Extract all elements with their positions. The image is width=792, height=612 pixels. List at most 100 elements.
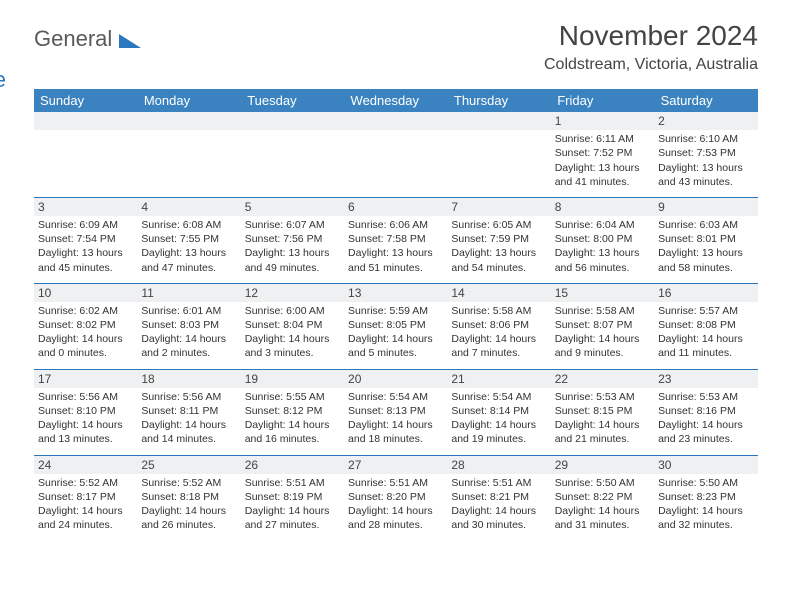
sunset-line: Sunset: 8:15 PM — [555, 404, 650, 418]
daylight-line: Daylight: 14 hours and 3 minutes. — [245, 332, 340, 360]
day-number: 29 — [555, 458, 568, 472]
day-number: 23 — [658, 372, 671, 386]
week-number-row: 17181920212223 — [34, 369, 758, 388]
sunrise-line: Sunrise: 5:51 AM — [348, 476, 443, 490]
week-data-row: Sunrise: 6:09 AMSunset: 7:54 PMDaylight:… — [34, 216, 758, 283]
day-data-cell: Sunrise: 6:07 AMSunset: 7:56 PMDaylight:… — [241, 216, 344, 283]
day-data-cell: Sunrise: 5:53 AMSunset: 8:15 PMDaylight:… — [551, 388, 654, 455]
sunset-line: Sunset: 8:11 PM — [141, 404, 236, 418]
daylight-line: Daylight: 14 hours and 24 minutes. — [38, 504, 133, 532]
day-number: 7 — [451, 200, 458, 214]
day-data-cell: Sunrise: 6:03 AMSunset: 8:01 PMDaylight:… — [654, 216, 757, 283]
day-header: Wednesday — [344, 89, 447, 112]
day-data-cell: Sunrise: 5:50 AMSunset: 8:23 PMDaylight:… — [654, 474, 757, 541]
sunset-line: Sunset: 8:20 PM — [348, 490, 443, 504]
daylight-line: Daylight: 14 hours and 2 minutes. — [141, 332, 236, 360]
sunset-line: Sunset: 7:53 PM — [658, 146, 753, 160]
sunrise-line: Sunrise: 5:50 AM — [555, 476, 650, 490]
day-number-cell: 26 — [241, 455, 344, 474]
sunrise-line: Sunrise: 5:55 AM — [245, 390, 340, 404]
day-data-cell: Sunrise: 6:08 AMSunset: 7:55 PMDaylight:… — [137, 216, 240, 283]
day-data-cell: Sunrise: 5:52 AMSunset: 8:17 PMDaylight:… — [34, 474, 137, 541]
sunrise-line: Sunrise: 6:00 AM — [245, 304, 340, 318]
location-text: Coldstream, Victoria, Australia — [544, 56, 758, 74]
day-number-cell: 23 — [654, 369, 757, 388]
day-number: 5 — [245, 200, 252, 214]
sunset-line: Sunset: 8:23 PM — [658, 490, 753, 504]
week-number-row: 3456789 — [34, 197, 758, 216]
day-number-cell: 1 — [551, 112, 654, 130]
daylight-line: Daylight: 13 hours and 47 minutes. — [141, 246, 236, 274]
sunrise-line: Sunrise: 5:59 AM — [348, 304, 443, 318]
day-number: 9 — [658, 200, 665, 214]
day-data-cell: Sunrise: 6:04 AMSunset: 8:00 PMDaylight:… — [551, 216, 654, 283]
sunset-line: Sunset: 8:06 PM — [451, 318, 546, 332]
daylight-line: Daylight: 14 hours and 32 minutes. — [658, 504, 753, 532]
day-number: 21 — [451, 372, 464, 386]
day-number: 22 — [555, 372, 568, 386]
sunrise-line: Sunrise: 6:08 AM — [141, 218, 236, 232]
day-number: 28 — [451, 458, 464, 472]
day-data-cell: Sunrise: 6:00 AMSunset: 8:04 PMDaylight:… — [241, 302, 344, 369]
sunrise-line: Sunrise: 5:52 AM — [141, 476, 236, 490]
day-number-cell — [241, 112, 344, 130]
sunrise-line: Sunrise: 6:03 AM — [658, 218, 753, 232]
daylight-line: Daylight: 14 hours and 18 minutes. — [348, 418, 443, 446]
sunset-line: Sunset: 8:03 PM — [141, 318, 236, 332]
day-number-cell: 13 — [344, 283, 447, 302]
day-header: Monday — [137, 89, 240, 112]
day-data-cell: Sunrise: 5:59 AMSunset: 8:05 PMDaylight:… — [344, 302, 447, 369]
day-number-cell: 30 — [654, 455, 757, 474]
sunset-line: Sunset: 8:10 PM — [38, 404, 133, 418]
day-number: 2 — [658, 114, 665, 128]
day-number-cell: 12 — [241, 283, 344, 302]
sunset-line: Sunset: 8:19 PM — [245, 490, 340, 504]
day-number: 6 — [348, 200, 355, 214]
day-number-cell: 17 — [34, 369, 137, 388]
daylight-line: Daylight: 14 hours and 27 minutes. — [245, 504, 340, 532]
day-header: Sunday — [34, 89, 137, 112]
day-number-cell: 9 — [654, 197, 757, 216]
sunset-line: Sunset: 8:01 PM — [658, 232, 753, 246]
day-data-cell — [447, 130, 550, 197]
day-number-cell: 14 — [447, 283, 550, 302]
sunset-line: Sunset: 8:13 PM — [348, 404, 443, 418]
day-number-cell: 15 — [551, 283, 654, 302]
sunrise-line: Sunrise: 5:52 AM — [38, 476, 133, 490]
sunrise-line: Sunrise: 5:58 AM — [555, 304, 650, 318]
sunset-line: Sunset: 8:14 PM — [451, 404, 546, 418]
day-data-cell: Sunrise: 5:50 AMSunset: 8:22 PMDaylight:… — [551, 474, 654, 541]
day-number-cell: 8 — [551, 197, 654, 216]
day-number-cell: 25 — [137, 455, 240, 474]
day-data-cell: Sunrise: 5:51 AMSunset: 8:21 PMDaylight:… — [447, 474, 550, 541]
day-data-cell: Sunrise: 6:11 AMSunset: 7:52 PMDaylight:… — [551, 130, 654, 197]
sunrise-line: Sunrise: 5:51 AM — [245, 476, 340, 490]
week-data-row: Sunrise: 6:02 AMSunset: 8:02 PMDaylight:… — [34, 302, 758, 369]
day-number-cell — [344, 112, 447, 130]
day-number-cell: 11 — [137, 283, 240, 302]
daylight-line: Daylight: 13 hours and 51 minutes. — [348, 246, 443, 274]
day-data-cell — [344, 130, 447, 197]
day-header: Thursday — [447, 89, 550, 112]
sunset-line: Sunset: 8:12 PM — [245, 404, 340, 418]
day-number: 8 — [555, 200, 562, 214]
day-number-cell: 10 — [34, 283, 137, 302]
sunset-line: Sunset: 8:22 PM — [555, 490, 650, 504]
week-number-row: 12 — [34, 112, 758, 130]
daylight-line: Daylight: 14 hours and 5 minutes. — [348, 332, 443, 360]
day-header: Saturday — [654, 89, 757, 112]
day-data-cell: Sunrise: 5:54 AMSunset: 8:13 PMDaylight:… — [344, 388, 447, 455]
sunrise-line: Sunrise: 5:50 AM — [658, 476, 753, 490]
day-data-cell: Sunrise: 5:57 AMSunset: 8:08 PMDaylight:… — [654, 302, 757, 369]
daylight-line: Daylight: 14 hours and 13 minutes. — [38, 418, 133, 446]
sunrise-line: Sunrise: 6:04 AM — [555, 218, 650, 232]
daylight-line: Daylight: 14 hours and 28 minutes. — [348, 504, 443, 532]
week-data-row: Sunrise: 5:52 AMSunset: 8:17 PMDaylight:… — [34, 474, 758, 541]
day-number: 3 — [38, 200, 45, 214]
day-number-cell — [34, 112, 137, 130]
day-data-cell: Sunrise: 6:05 AMSunset: 7:59 PMDaylight:… — [447, 216, 550, 283]
day-number: 27 — [348, 458, 361, 472]
day-number: 15 — [555, 286, 568, 300]
sunrise-line: Sunrise: 5:54 AM — [451, 390, 546, 404]
daylight-line: Daylight: 14 hours and 21 minutes. — [555, 418, 650, 446]
